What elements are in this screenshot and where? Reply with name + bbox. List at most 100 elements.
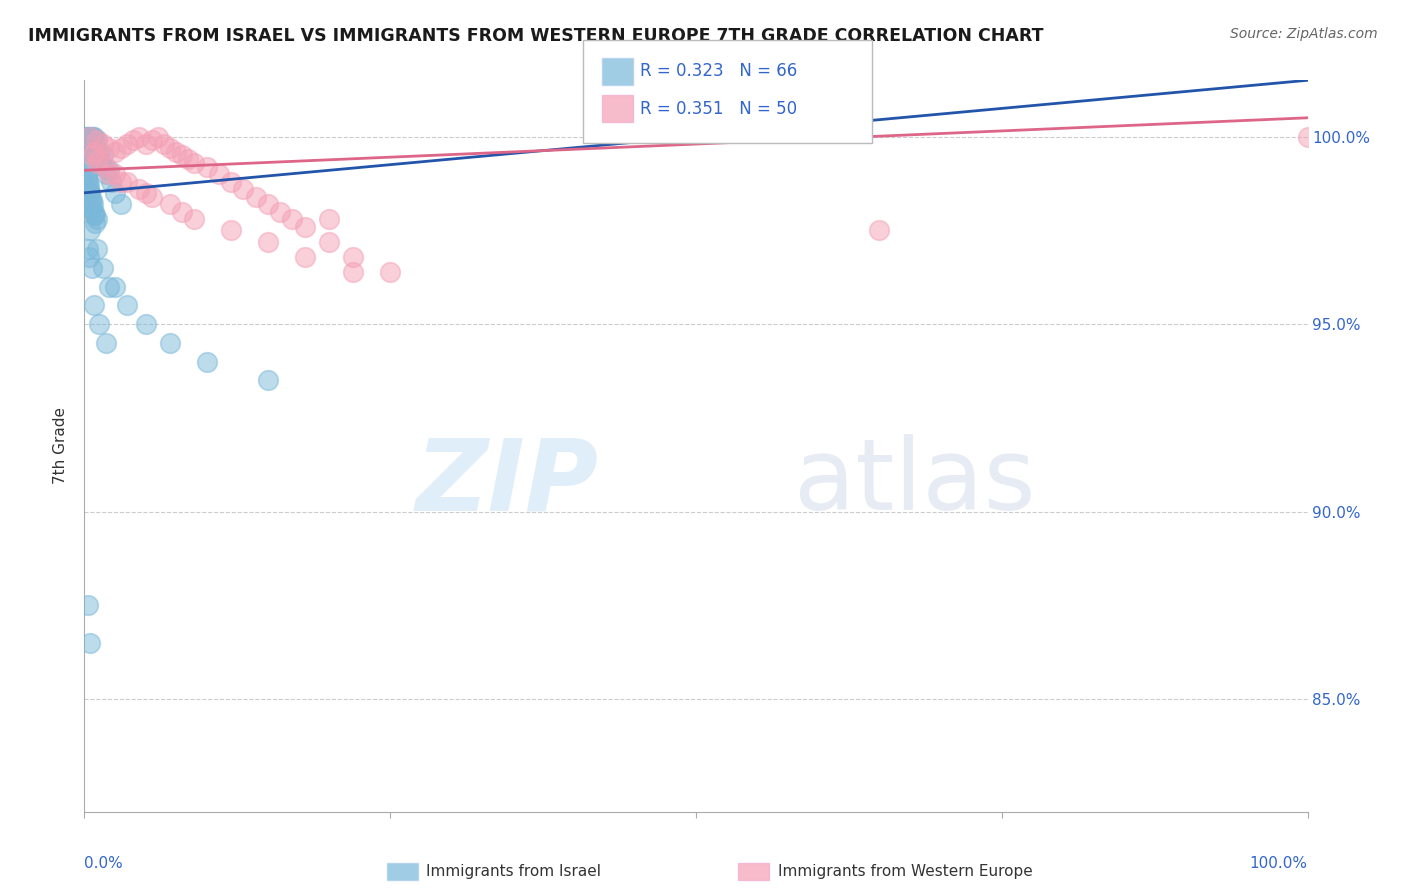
Point bbox=[128, 129, 150, 144]
Point bbox=[86, 156, 108, 170]
Text: atlas: atlas bbox=[794, 434, 1035, 531]
Point bbox=[172, 148, 194, 162]
Point bbox=[96, 335, 118, 350]
Point bbox=[80, 148, 103, 162]
Point bbox=[84, 208, 107, 222]
Point bbox=[110, 141, 132, 155]
Point bbox=[294, 250, 316, 264]
Text: Source: ZipAtlas.com: Source: ZipAtlas.com bbox=[1230, 27, 1378, 41]
Point bbox=[100, 175, 122, 189]
Point bbox=[208, 167, 231, 181]
Point bbox=[115, 298, 138, 312]
Point bbox=[135, 186, 157, 200]
Point bbox=[79, 223, 101, 237]
Point bbox=[342, 264, 364, 278]
Point bbox=[146, 129, 169, 144]
Point bbox=[82, 197, 104, 211]
Point bbox=[86, 133, 108, 147]
Point bbox=[269, 204, 291, 219]
Point bbox=[177, 152, 200, 166]
Point bbox=[115, 175, 138, 189]
Point bbox=[77, 129, 100, 144]
Point bbox=[79, 186, 101, 200]
Point bbox=[195, 160, 218, 174]
Point bbox=[86, 212, 108, 227]
Point bbox=[281, 212, 304, 227]
Point bbox=[89, 145, 111, 159]
Point bbox=[83, 298, 105, 312]
Point bbox=[153, 136, 176, 151]
Point bbox=[135, 317, 157, 331]
Point bbox=[80, 129, 103, 144]
Point bbox=[104, 279, 127, 293]
Point bbox=[82, 141, 104, 155]
Point bbox=[77, 250, 100, 264]
Point bbox=[77, 129, 100, 144]
Point bbox=[183, 156, 205, 170]
Point bbox=[96, 160, 118, 174]
Point bbox=[77, 599, 100, 613]
Point bbox=[76, 129, 98, 144]
Point bbox=[86, 242, 108, 256]
Text: 100.0%: 100.0% bbox=[1250, 855, 1308, 871]
Point bbox=[245, 189, 267, 203]
Point bbox=[294, 219, 316, 234]
Point bbox=[75, 129, 97, 144]
Point bbox=[110, 197, 132, 211]
Point bbox=[75, 160, 97, 174]
Point bbox=[79, 136, 101, 151]
Point bbox=[195, 354, 218, 368]
Point bbox=[77, 182, 100, 196]
Point bbox=[115, 136, 138, 151]
Point bbox=[83, 204, 105, 219]
Point bbox=[104, 145, 127, 159]
Point bbox=[86, 133, 108, 147]
Point bbox=[172, 204, 194, 219]
Point bbox=[342, 250, 364, 264]
Point bbox=[77, 242, 100, 256]
Point bbox=[83, 145, 105, 159]
Point bbox=[83, 129, 105, 144]
Point bbox=[82, 201, 104, 215]
Point bbox=[76, 170, 98, 185]
Text: Immigrants from Western Europe: Immigrants from Western Europe bbox=[778, 864, 1032, 879]
Point bbox=[80, 145, 103, 159]
Text: Immigrants from Israel: Immigrants from Israel bbox=[426, 864, 600, 879]
Point bbox=[104, 167, 127, 181]
Point bbox=[75, 136, 97, 151]
Point bbox=[96, 167, 118, 181]
Text: 0.0%: 0.0% bbox=[84, 855, 124, 871]
Text: ZIP: ZIP bbox=[415, 434, 598, 531]
Point bbox=[318, 235, 340, 249]
Point bbox=[122, 133, 145, 147]
Point bbox=[77, 175, 100, 189]
Point bbox=[232, 182, 254, 196]
Point bbox=[159, 335, 181, 350]
Point bbox=[165, 145, 187, 159]
Text: R = 0.323   N = 66: R = 0.323 N = 66 bbox=[640, 62, 797, 80]
Point bbox=[93, 160, 115, 174]
Point bbox=[159, 197, 181, 211]
Point bbox=[219, 223, 242, 237]
Point bbox=[80, 194, 103, 208]
Point bbox=[97, 141, 120, 155]
Point bbox=[79, 636, 101, 650]
Point bbox=[380, 264, 402, 278]
Point bbox=[257, 197, 280, 211]
Point bbox=[79, 129, 101, 144]
Point bbox=[83, 216, 105, 230]
Point bbox=[141, 189, 163, 203]
Point bbox=[84, 141, 107, 155]
Point bbox=[79, 186, 101, 200]
Point bbox=[83, 148, 105, 162]
Point bbox=[90, 156, 112, 170]
Point bbox=[91, 136, 114, 151]
Point bbox=[159, 141, 181, 155]
Point bbox=[257, 235, 280, 249]
Point bbox=[82, 129, 104, 144]
Point bbox=[87, 148, 110, 162]
Point bbox=[257, 373, 280, 387]
Point bbox=[110, 175, 132, 189]
Point bbox=[869, 223, 891, 237]
Point bbox=[128, 182, 150, 196]
